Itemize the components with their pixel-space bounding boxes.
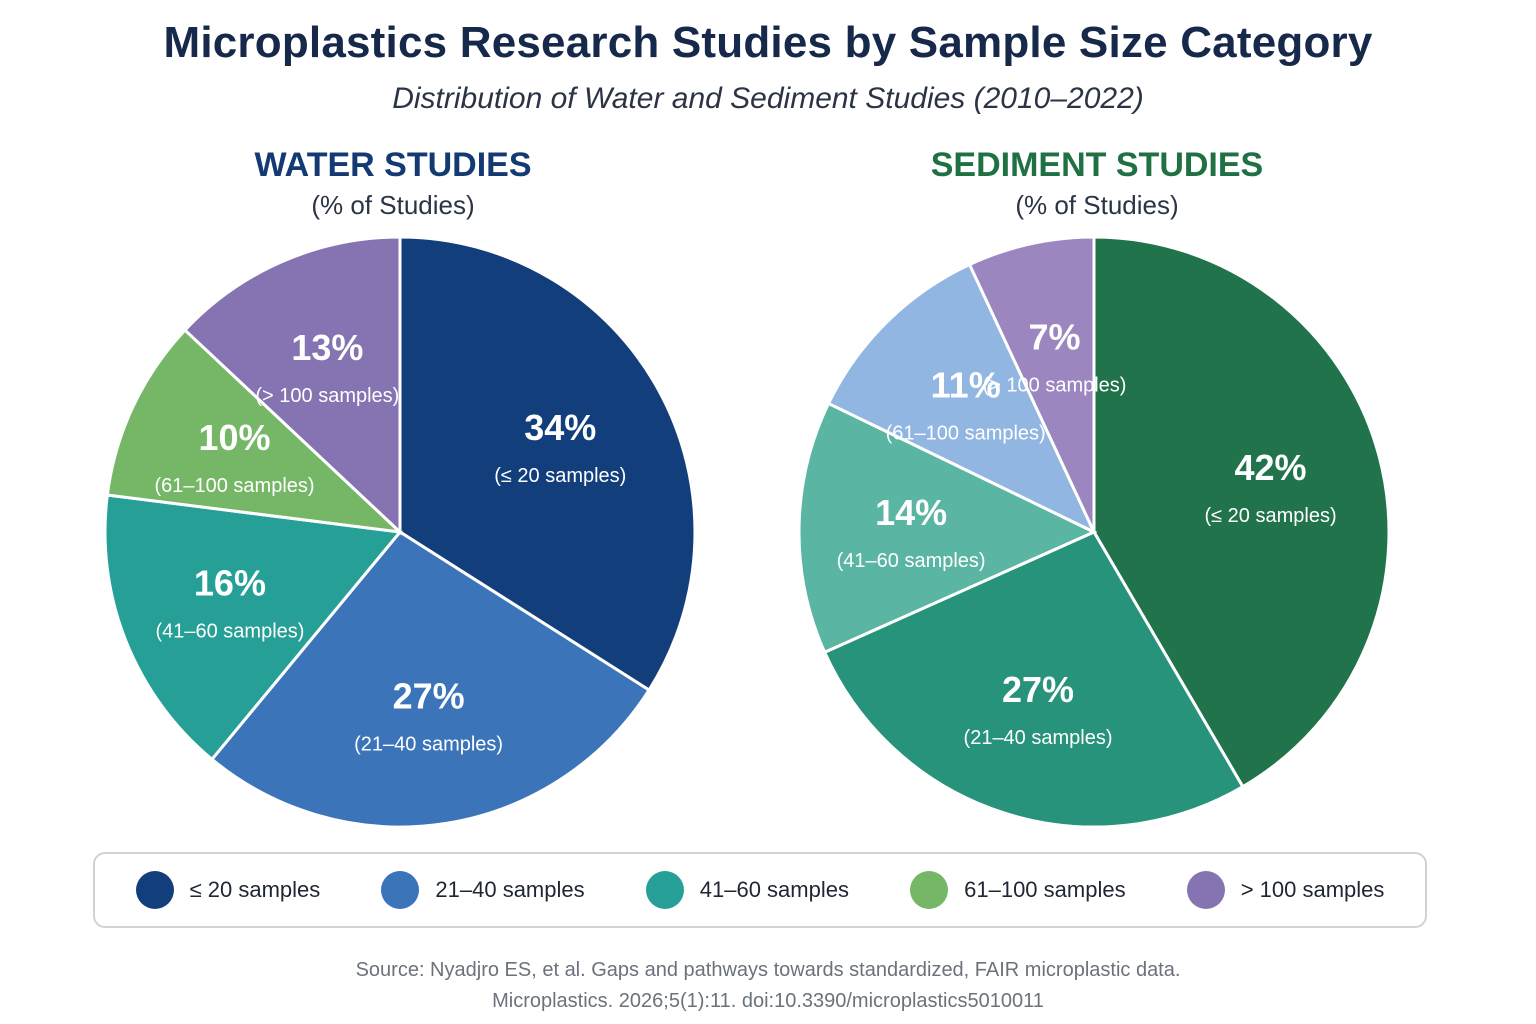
water-chart-unit: (% of Studies) bbox=[311, 190, 475, 220]
sediment-slice-3 bbox=[826, 262, 1098, 536]
water-chart-title: WATER STUDIES bbox=[254, 146, 532, 184]
water-slice-0 bbox=[398, 235, 697, 693]
sediment-slice-category-label: (61–100 samples) bbox=[886, 423, 1046, 445]
sediment-slice-category-label: (21–40 samples) bbox=[964, 727, 1113, 749]
sediment-slice-category-label: (≤ 20 samples) bbox=[1204, 505, 1336, 527]
water-slice-category-label: (61–100 samples) bbox=[154, 475, 314, 497]
legend-swatch bbox=[381, 871, 420, 909]
legend-swatch bbox=[910, 871, 949, 909]
legend-item: 41–60 samples bbox=[645, 871, 849, 909]
sediment-slice-percent-label: 14% bbox=[875, 492, 947, 533]
water-slice-percent-label: 27% bbox=[393, 676, 465, 717]
legend-item: > 100 samples bbox=[1186, 871, 1385, 909]
source-citation: Source: Nyadjro ES, et al. Gaps and path… bbox=[0, 955, 1536, 1017]
legend-label: > 100 samples bbox=[1240, 877, 1385, 902]
legend-label: ≤ 20 samples bbox=[189, 877, 321, 902]
water-slice-category-label: (> 100 samples) bbox=[255, 385, 399, 407]
water-slice-category-label: (≤ 20 samples) bbox=[494, 465, 626, 487]
source-line-1: Source: Nyadjro ES, et al. Gaps and path… bbox=[355, 959, 1181, 981]
legend-item: ≤ 20 samples bbox=[135, 871, 321, 909]
sediment-slice-2 bbox=[797, 401, 1098, 655]
sediment-slice-percent-label: 42% bbox=[1235, 447, 1307, 488]
legend-swatch bbox=[645, 871, 684, 909]
sediment-slice-category-label: (> 100 samples) bbox=[983, 374, 1127, 396]
water-slice-category-label: (41–60 samples) bbox=[155, 620, 304, 642]
sediment-slice-percent-label: 27% bbox=[1002, 669, 1074, 710]
sediment-slice-0 bbox=[1092, 235, 1391, 789]
sediment-slice-4 bbox=[967, 235, 1096, 533]
legend-label: 41–60 samples bbox=[699, 877, 849, 902]
legend-label: 61–100 samples bbox=[964, 877, 1126, 902]
sediment-slice-category-label: (41–60 samples) bbox=[837, 550, 986, 572]
water-slice-4 bbox=[182, 235, 402, 536]
water-pie-chart: 34% (≤ 20 samples) 27% (21–40 samples) 16% (4… bbox=[103, 235, 697, 829]
water-slice-percent-label: 13% bbox=[291, 327, 363, 368]
water-slice-2 bbox=[103, 493, 403, 762]
legend: ≤ 20 samples 21–40 samples 41–60 samples… bbox=[93, 852, 1427, 928]
sediment-slice-percent-label: 7% bbox=[1028, 316, 1080, 357]
legend-swatch bbox=[135, 871, 174, 909]
legend-label: 21–40 samples bbox=[435, 877, 585, 902]
chart-subtitle: Distribution of Water and Sediment Studi… bbox=[392, 82, 1144, 115]
water-slice-percent-label: 34% bbox=[524, 407, 596, 448]
water-slice-3 bbox=[105, 327, 405, 535]
legend-item: 21–40 samples bbox=[381, 871, 585, 909]
water-slice-category-label: (21–40 samples) bbox=[354, 734, 503, 756]
water-slice-1 bbox=[209, 530, 652, 829]
legend-item: 61–100 samples bbox=[910, 871, 1126, 909]
legend-swatch bbox=[1186, 871, 1225, 909]
chart-title: Microplastics Research Studies by Sample… bbox=[163, 18, 1373, 67]
sediment-chart-unit: (% of Studies) bbox=[1015, 190, 1179, 220]
water-slice-percent-label: 16% bbox=[194, 562, 266, 603]
source-line-2: Microplastics. 2026;5(1):11. doi:10.3390… bbox=[492, 990, 1044, 1012]
water-slice-percent-label: 10% bbox=[198, 417, 270, 458]
sediment-slice-percent-label: 11% bbox=[931, 365, 1001, 406]
sediment-chart-title: SEDIMENT STUDIES bbox=[930, 146, 1264, 184]
